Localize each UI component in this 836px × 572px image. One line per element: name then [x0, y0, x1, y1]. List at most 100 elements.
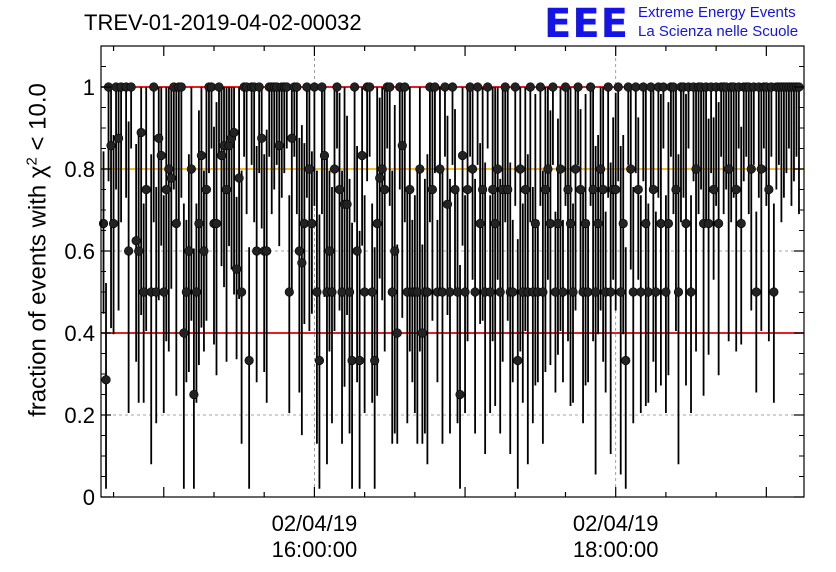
- data-point: [681, 218, 691, 229]
- data-point: [131, 236, 141, 246]
- data-point: [626, 164, 636, 174]
- data-point: [176, 82, 186, 92]
- data-point: [724, 164, 734, 174]
- data-point: [196, 150, 207, 161]
- data-point: [274, 141, 284, 151]
- data-point: [769, 287, 779, 297]
- data-point: [179, 328, 189, 338]
- data-point: [488, 184, 498, 195]
- data-point: [671, 184, 681, 195]
- data-point: [616, 287, 626, 297]
- data-point: [134, 246, 144, 256]
- data-point: [317, 82, 327, 92]
- data-point: [764, 184, 774, 195]
- data-point: [355, 355, 365, 366]
- data-point: [543, 164, 553, 174]
- data-point: [189, 389, 199, 400]
- data-point: [427, 184, 438, 195]
- data-point: [450, 184, 460, 195]
- data-point: [430, 82, 440, 92]
- logo-caption-line2: La Scienza nelle Scuole: [638, 23, 799, 40]
- data-point: [417, 328, 427, 338]
- data-point: [560, 82, 571, 92]
- data-point: [415, 164, 425, 174]
- data-point: [530, 218, 540, 229]
- data-point: [106, 141, 116, 151]
- data-point: [548, 82, 558, 92]
- data-point: [101, 375, 111, 385]
- data-point: [124, 246, 134, 256]
- data-point: [262, 246, 272, 256]
- data-point: [746, 164, 756, 174]
- data-point: [553, 218, 563, 229]
- data-point: [525, 82, 535, 92]
- data-point: [621, 355, 631, 366]
- data-point: [385, 82, 395, 92]
- data-point: [199, 246, 209, 256]
- data-point: [598, 184, 608, 195]
- data-point: [229, 127, 239, 138]
- data-point: [540, 184, 550, 195]
- data-point: [435, 164, 445, 174]
- data-point: [216, 150, 227, 161]
- x-tick-label-time: 18:00:00: [573, 537, 659, 562]
- data-point: [470, 287, 480, 297]
- data-point: [332, 82, 342, 92]
- data-point: [367, 287, 377, 297]
- data-point: [184, 246, 194, 256]
- data-point: [515, 164, 525, 174]
- data-point: [736, 218, 746, 229]
- data-point: [380, 184, 390, 195]
- data-point: [462, 184, 473, 195]
- data-point: [570, 164, 581, 174]
- data-point: [375, 173, 385, 183]
- data-point: [447, 82, 458, 92]
- data-point: [648, 184, 658, 195]
- data-point: [211, 218, 222, 229]
- data-point: [478, 184, 488, 195]
- data-point: [108, 218, 119, 229]
- data-point: [558, 287, 568, 297]
- data-point: [297, 258, 307, 268]
- data-point: [287, 133, 297, 143]
- y-tick-label: 0.2: [64, 403, 95, 428]
- data-point: [154, 133, 164, 143]
- data-point: [327, 287, 337, 297]
- data-point: [490, 218, 500, 229]
- data-point: [510, 82, 520, 92]
- data-point: [141, 184, 151, 195]
- data-point: [573, 82, 583, 92]
- data-point: [691, 164, 701, 174]
- data-point: [555, 164, 566, 174]
- y-tick-label: 0.8: [64, 157, 95, 182]
- y-tick-label: 0.6: [64, 239, 95, 264]
- data-point: [535, 82, 545, 92]
- data-point: [606, 287, 616, 297]
- data-point: [661, 287, 671, 297]
- data-point: [473, 82, 483, 92]
- eee-logo: EEE: [544, 1, 629, 47]
- data-point: [580, 218, 591, 229]
- data-point: [520, 184, 530, 195]
- data-point: [166, 173, 176, 183]
- data-point: [596, 164, 606, 174]
- data-point: [392, 328, 402, 338]
- data-point: [513, 355, 523, 366]
- data-point: [565, 218, 576, 229]
- data-point: [194, 218, 204, 229]
- data-point: [372, 218, 382, 229]
- data-point: [422, 287, 432, 297]
- x-tick-label-time: 16:00:00: [272, 537, 358, 562]
- data-point: [485, 287, 495, 297]
- data-point: [585, 82, 596, 92]
- data-point: [603, 82, 613, 92]
- data-point: [201, 184, 212, 195]
- run-title: TREV-01-2019-04-02-00032: [84, 10, 362, 35]
- data-point: [221, 184, 232, 195]
- data-point: [651, 287, 661, 297]
- data-point: [575, 184, 586, 195]
- data-point: [357, 150, 367, 161]
- data-point: [538, 287, 548, 297]
- data-point: [495, 287, 505, 297]
- data-point: [563, 184, 573, 195]
